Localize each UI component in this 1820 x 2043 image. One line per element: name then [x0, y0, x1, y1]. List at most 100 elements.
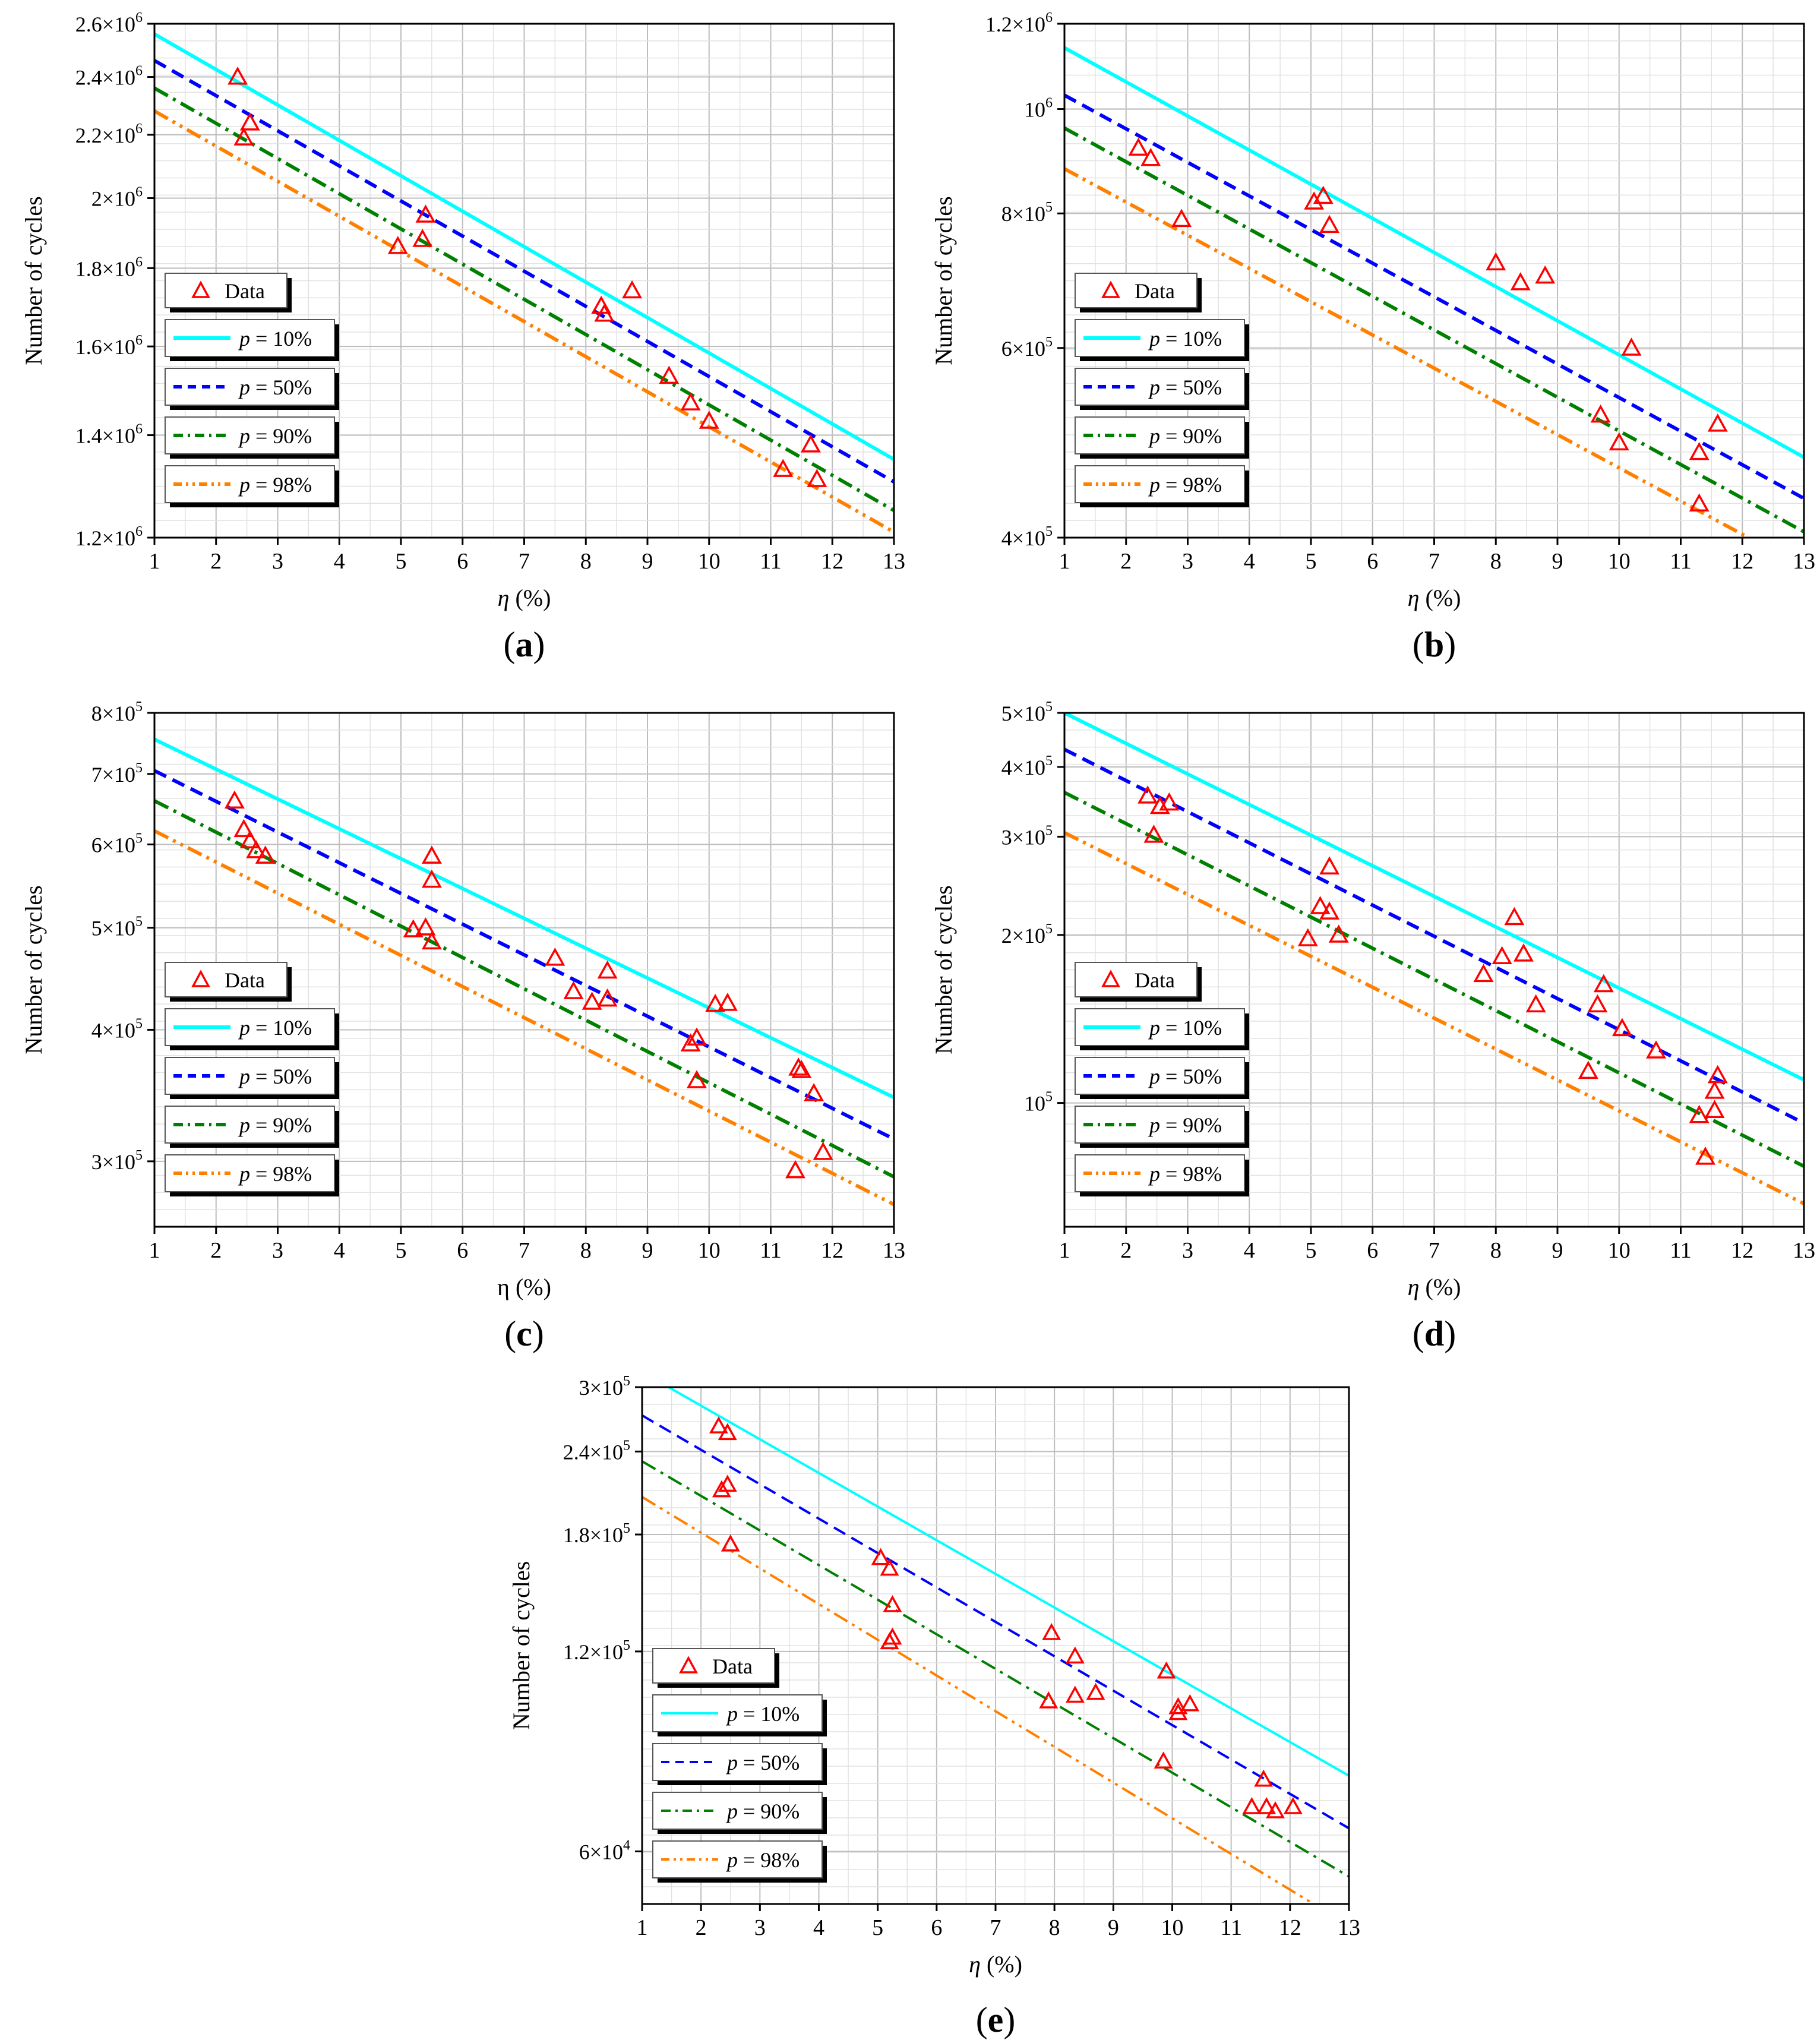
- legend-p-symbol: p: [725, 1799, 738, 1823]
- x-tick-label: 7: [990, 1915, 1001, 1940]
- data-point-triangle: [788, 1057, 809, 1076]
- y-tick-mantissa: 1.8×10: [563, 1523, 623, 1547]
- legend-entry-p90: p = 90%: [165, 1106, 339, 1148]
- x-tick-label: 12: [1731, 1238, 1753, 1263]
- data-point-triangle: [1492, 946, 1512, 965]
- legend-entry-p50: p = 50%: [165, 1057, 339, 1099]
- data-point-triangle: [1065, 1646, 1085, 1664]
- x-tick-label: 5: [1306, 549, 1317, 574]
- x-tick-label: 8: [1490, 549, 1502, 574]
- y-tick-exponent: 5: [1045, 921, 1053, 937]
- legend-entry-p98: p = 98%: [1075, 465, 1249, 507]
- caption-open-paren: (: [1413, 1314, 1424, 1353]
- data-point-triangle: [1128, 137, 1149, 156]
- y-tick-label: 2×105: [1001, 921, 1053, 948]
- data-point-triangle: [1157, 1661, 1176, 1679]
- data-point-triangle: [1313, 185, 1334, 204]
- legend-entry-p10: p = 10%: [165, 319, 339, 361]
- x-tick-label: 4: [1244, 1238, 1255, 1263]
- x-tick-label: 4: [813, 1915, 824, 1940]
- legend-series-label: p = 50%: [1148, 375, 1222, 399]
- fit-line-p50: [154, 59, 894, 484]
- data-point-triangle: [1704, 1081, 1725, 1099]
- x-tick-label: 2: [1120, 549, 1132, 574]
- legend-p-value: = 90%: [1160, 424, 1222, 448]
- y-tick-exponent: 5: [135, 1148, 143, 1163]
- fit-line-p10: [154, 32, 894, 461]
- data-point-triangle: [255, 845, 276, 864]
- y-tick-exponent: 5: [1045, 753, 1053, 769]
- data-point-triangle: [1590, 404, 1611, 423]
- legend-box: [165, 962, 287, 997]
- data-point-triangle: [659, 365, 680, 384]
- data-point-triangle: [421, 845, 442, 864]
- panel-caption: (e): [976, 2000, 1016, 2039]
- legend-p-value: = 98%: [1160, 473, 1222, 497]
- chart-panel-a: 1 2 3 4 5 6 7 8 9 10 11 12 131.2×1061.4×1061.6×1061.…: [20, 10, 905, 664]
- legend-series-label: p = 50%: [238, 1065, 312, 1088]
- fit-line-p98: [1064, 831, 1804, 1205]
- data-point-triangle: [699, 411, 719, 429]
- data-point-triangle: [1473, 964, 1494, 983]
- data-point-triangle: [1319, 901, 1340, 920]
- y-tick-label: 6×105: [91, 831, 143, 857]
- legend-entry-p98: p = 98%: [652, 1840, 827, 1883]
- legend-p-symbol: p: [1148, 473, 1160, 497]
- x-tick-label: 5: [872, 1915, 883, 1940]
- legend-p-symbol: p: [725, 1848, 738, 1872]
- y-axis-label: Number of cycles: [508, 1561, 535, 1730]
- data-point-triangle: [785, 1160, 805, 1179]
- x-tick-label: 2: [210, 549, 222, 574]
- caption-open-paren: (: [1413, 625, 1424, 664]
- y-tick-mantissa: 3×10: [1001, 825, 1045, 849]
- x-tick-label: 7: [519, 1238, 530, 1263]
- data-point-triangle: [1695, 1147, 1715, 1165]
- data-point-triangle: [1140, 147, 1161, 166]
- x-axis-label: η (%): [497, 1274, 551, 1300]
- legend-p-value: = 10%: [250, 327, 312, 351]
- legend-p-symbol: p: [238, 1113, 250, 1137]
- x-axis-symbol: η: [969, 1951, 981, 1978]
- x-tick-label: 9: [642, 549, 653, 574]
- y-tick-exponent: 6: [135, 185, 143, 200]
- x-tick-labels: 1 2 3 4 5 6 7 8 9 10 11 12 13: [149, 538, 905, 574]
- fit-line-p50: [1064, 747, 1804, 1125]
- data-point-triangle: [412, 229, 433, 247]
- data-point-triangle: [1242, 1797, 1262, 1814]
- x-tick-label: 2: [1120, 1238, 1132, 1263]
- fit-line-p10: [1064, 713, 1804, 1082]
- data-point-triangle: [1310, 896, 1331, 914]
- x-tick-label: 10: [698, 1238, 721, 1263]
- legend-entry-p50: p = 50%: [1075, 1057, 1249, 1099]
- y-tick-label: 1.8×105: [563, 1521, 630, 1547]
- data-point-triangle: [1039, 1691, 1058, 1709]
- y-tick-label: 1.4×106: [75, 422, 143, 448]
- y-tick-exponent: 6: [135, 333, 143, 348]
- legend-series-label: p = 10%: [238, 327, 312, 351]
- legend-box: [165, 416, 335, 454]
- legend-p-value: = 90%: [250, 424, 312, 448]
- data-point-triangle: [1689, 493, 1710, 512]
- fit-lines: [642, 1387, 1349, 1904]
- caption-letter: c: [516, 1314, 532, 1353]
- legend-series-label: p = 10%: [725, 1702, 800, 1726]
- y-tick-exponent: 6: [1045, 96, 1053, 111]
- data-point-triangle: [1168, 1697, 1188, 1714]
- legend-series-label: p = 90%: [725, 1799, 800, 1823]
- x-axis-label: η (%): [1408, 585, 1461, 611]
- legend-entry-p98: p = 98%: [1075, 1154, 1249, 1196]
- data-point-triangle: [687, 1070, 707, 1088]
- data-point-triangle: [622, 280, 643, 299]
- data-point-triangle: [1154, 1751, 1173, 1769]
- x-tick-label: 2: [210, 1238, 222, 1263]
- y-tick-mantissa: 1.2×10: [985, 12, 1045, 36]
- data-point-triangle: [773, 459, 794, 477]
- y-tick-mantissa: 2.6×10: [75, 12, 135, 36]
- legend-box: [652, 1648, 775, 1684]
- y-tick-label: 105: [1024, 1090, 1053, 1116]
- data-point-triangle: [804, 1083, 824, 1101]
- y-axis-label: Number of cycles: [930, 885, 957, 1054]
- legend-entry-data: Data: [165, 962, 292, 1002]
- legend-series-label: p = 98%: [1148, 1162, 1222, 1186]
- legend-p-value: = 50%: [250, 1065, 312, 1088]
